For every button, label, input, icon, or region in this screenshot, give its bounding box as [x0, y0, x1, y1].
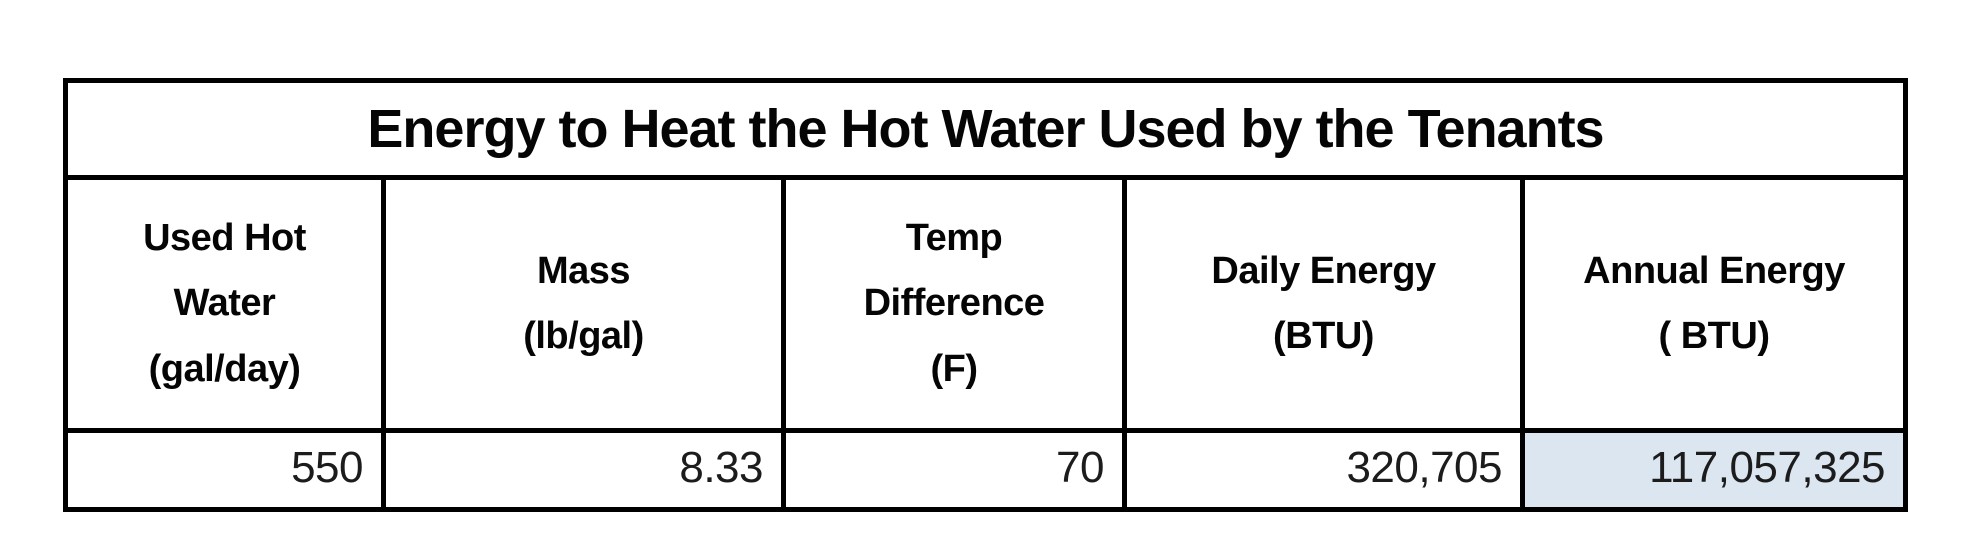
energy-table: Energy to Heat the Hot Water Used by the…: [62, 78, 1909, 512]
table-title: Energy to Heat the Hot Water Used by the…: [62, 78, 1909, 180]
col-header-mass: Mass (lb/gal): [381, 175, 786, 433]
cell-annual-energy-value: 117,057,325: [1519, 428, 1909, 512]
cell-used-hot-water-value: 550: [63, 428, 386, 512]
header-row: Used Hot Water (gal/day) Mass (lb/gal) T…: [63, 175, 1909, 433]
cell-mass-value: 8.33: [381, 428, 786, 512]
col-header-temp-difference: Temp Difference (F): [781, 175, 1127, 433]
title-row: Energy to Heat the Hot Water Used by the…: [62, 78, 1909, 180]
data-row: 550 8.33 70 320,705 117,057,325: [63, 428, 1909, 512]
col-header-daily-energy: Daily Energy (BTU): [1122, 175, 1525, 433]
col-header-used-hot-water: Used Hot Water (gal/day): [63, 175, 386, 433]
cell-daily-energy-value: 320,705: [1122, 428, 1525, 512]
cell-temp-difference-value: 70: [781, 428, 1127, 512]
col-header-annual-energy: Annual Energy ( BTU): [1519, 175, 1909, 433]
